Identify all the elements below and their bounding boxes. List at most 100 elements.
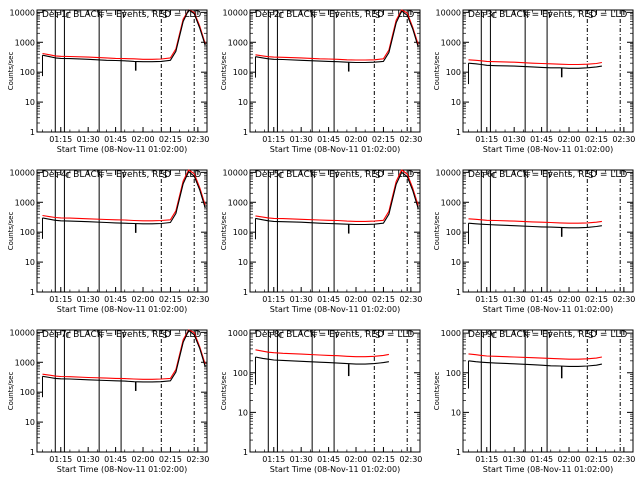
y-tick-label: 1000 — [15, 198, 35, 207]
x-tick-label: 01:45 — [530, 295, 553, 304]
x-tick-label: 01:15 — [49, 295, 72, 304]
x-tick-label: 02:15 — [585, 455, 608, 464]
y-tick-label: 1 — [243, 288, 248, 297]
y-tick-label: 1 — [456, 128, 461, 137]
x-tick-label: 01:15 — [49, 455, 72, 464]
x-tick-label: 01:45 — [530, 455, 553, 464]
x-tick-label: 01:30 — [290, 295, 313, 304]
plot-frame — [462, 329, 634, 453]
x-tick-label: 02:15 — [372, 135, 395, 144]
y-tick-label: 1000 — [15, 358, 35, 367]
x-tick-label: 01:30 — [290, 455, 313, 464]
flag-marker-label: C — [491, 331, 497, 340]
flag-marker-label: C — [65, 331, 71, 340]
x-tick-label: 02:00 — [344, 455, 367, 464]
y-tick-label: 100 — [20, 388, 35, 397]
y-tick-label: 10000 — [223, 8, 248, 17]
y-tick-label: 10000 — [436, 8, 461, 17]
panel-det-3: Det 3r BLACK = Events, RED = LLD 1 10 100 10… — [433, 8, 635, 154]
x-tick-label: 02:30 — [612, 455, 635, 464]
y-tick-label: 10000 — [223, 168, 248, 177]
x-tick-label: 02:30 — [186, 135, 209, 144]
y-tick-label: 10 — [238, 258, 248, 267]
flag-marker-label: S — [375, 171, 380, 180]
flag-marker-label: F — [122, 171, 127, 180]
y-tick-label: 1000 — [15, 38, 35, 47]
flag-marker-label: F — [56, 331, 61, 340]
x-tick-label: 01:45 — [317, 295, 340, 304]
x-tick-label: 02:30 — [399, 455, 422, 464]
flag-marker-label: F — [335, 11, 340, 20]
flag-marker-label: F — [526, 11, 531, 20]
panel-det-4: Det 4r BLACK = Events, RED = LLD 1 10 100 10… — [7, 168, 209, 314]
plot-frame — [462, 169, 634, 293]
x-tick-label: 02:00 — [344, 135, 367, 144]
x-axis-label: Start Time (08-Nov-11 01:02:00) — [483, 145, 613, 154]
flag-marker-label: C — [278, 11, 284, 20]
x-tick-label: 02:30 — [399, 135, 422, 144]
panel-det-5: Det 5r BLACK = Events, RED = LLD 1 10 100 10… — [220, 168, 422, 314]
x-tick-label: 01:45 — [104, 295, 127, 304]
y-tick-label: 10 — [451, 408, 461, 417]
y-tick-label: 10 — [238, 408, 248, 417]
y-axis-label: Counts/sec — [433, 372, 441, 411]
flag-marker-label: S — [162, 171, 167, 180]
flag-marker-label: F — [482, 171, 487, 180]
flag-marker-label: F — [548, 171, 553, 180]
y-tick-label: 100 — [233, 68, 248, 77]
x-tick-label: 02:00 — [131, 135, 154, 144]
panel-det-9: Det 9r BLACK = Events, RED = LLD 1 10 100 10… — [433, 329, 635, 474]
panel-title: Det 3r BLACK = Events, RED = LLD — [468, 10, 627, 20]
flag-marker-label: F — [526, 331, 531, 340]
y-tick-label: 10000 — [10, 168, 35, 177]
plot-frame — [462, 9, 634, 133]
x-tick-label: 01:15 — [262, 295, 285, 304]
flag-marker-label: C — [65, 11, 71, 20]
x-tick-label: 02:30 — [186, 455, 209, 464]
x-tick-label: 02:00 — [131, 295, 154, 304]
flag-marker-label: F — [548, 11, 553, 20]
flag-marker-label: F — [122, 331, 127, 340]
y-tick-label: 1 — [30, 128, 35, 137]
x-tick-label: 01:15 — [475, 455, 498, 464]
flag-marker-label: F — [335, 171, 340, 180]
x-tick-label: 01:45 — [317, 135, 340, 144]
x-tick-label: 02:15 — [372, 295, 395, 304]
events-series-line — [42, 330, 206, 383]
x-axis-label: Start Time (08-Nov-11 01:02:00) — [57, 465, 187, 474]
flag-marker-label: C — [491, 11, 497, 20]
x-tick-label: 01:30 — [77, 295, 100, 304]
panel-det-7: Det 7r BLACK = Events, RED = LLD 1 10 100 10… — [7, 328, 209, 474]
plot-frame — [249, 169, 421, 293]
y-tick-label: 10 — [451, 258, 461, 267]
x-tick-label: 01:45 — [530, 135, 553, 144]
events-series-line — [255, 356, 389, 365]
x-tick-label: 01:30 — [503, 295, 526, 304]
flag-marker-label: S — [375, 11, 380, 20]
x-tick-label: 02:30 — [186, 295, 209, 304]
events-series-line — [255, 10, 419, 64]
flag-marker-label: F — [313, 331, 318, 340]
plot-frame — [249, 9, 421, 133]
y-tick-label: 10000 — [10, 8, 35, 17]
y-tick-label: 1 — [30, 288, 35, 297]
events-series-line — [42, 9, 206, 63]
x-tick-label: 02:15 — [159, 455, 182, 464]
y-tick-label: 1000 — [441, 198, 461, 207]
x-tick-label: 02:30 — [399, 295, 422, 304]
y-axis-label: Counts/sec — [220, 372, 228, 411]
y-tick-label: 100 — [20, 228, 35, 237]
y-axis-label: Counts/sec — [7, 52, 15, 91]
flag-marker-label: F — [482, 331, 487, 340]
x-tick-label: 01:30 — [77, 135, 100, 144]
events-series-line — [42, 171, 206, 225]
y-tick-label: 100 — [233, 228, 248, 237]
panel-title: Det 2r BLACK = Events, RED = LLD — [255, 10, 414, 20]
flag-marker-label: F — [313, 11, 318, 20]
flag-marker-label: S — [588, 11, 593, 20]
x-tick-label: 02:00 — [131, 455, 154, 464]
flag-marker-label: F — [335, 331, 340, 340]
lld-series-line — [255, 9, 419, 61]
y-axis-label: Counts/sec — [220, 52, 228, 91]
x-tick-label: 01:15 — [475, 295, 498, 304]
